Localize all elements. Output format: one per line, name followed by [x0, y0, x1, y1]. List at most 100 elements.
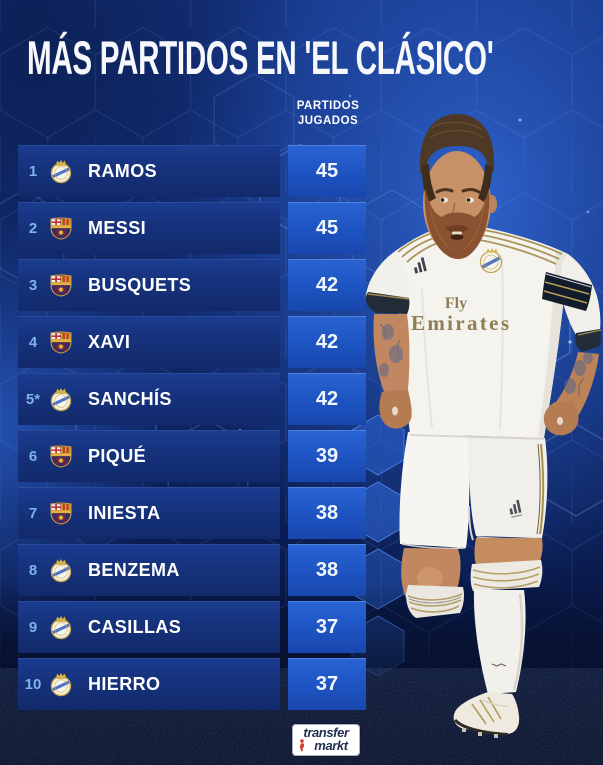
- row-gap: [280, 601, 288, 653]
- transfermarkt-man-icon: [298, 739, 306, 752]
- row-crest: [48, 215, 74, 241]
- row-value-box: 38: [288, 487, 366, 539]
- barcelona-crest-icon: [50, 331, 72, 354]
- page-title: MÁS PARTIDOS EN 'EL CLÁSICO': [27, 31, 494, 84]
- table-row: 10 HIERRO 37: [18, 658, 366, 710]
- table-row: 4 XAVI 42: [18, 316, 366, 368]
- real-madrid-crest-icon: [50, 672, 72, 697]
- row-gap: [280, 487, 288, 539]
- row-bar: 4 XAVI: [18, 316, 280, 368]
- real-madrid-crest-icon: [50, 159, 72, 184]
- column-header-line1: PARTIDOS: [296, 100, 360, 112]
- row-value: 42: [315, 387, 339, 410]
- row-gap: [280, 658, 288, 710]
- row-crest: [48, 557, 74, 583]
- row-rank: 4: [28, 333, 38, 351]
- ranking-rows: 1 RAMOS 45 2 MESSI: [18, 145, 366, 715]
- row-value-box: 39: [288, 430, 366, 482]
- real-madrid-crest-icon: [50, 558, 72, 583]
- row-value: 38: [315, 558, 339, 581]
- row-bar: 2 MESSI: [18, 202, 280, 254]
- row-value: 37: [315, 672, 339, 695]
- real-madrid-crest-icon: [50, 615, 72, 640]
- barcelona-crest-icon: [50, 217, 72, 240]
- column-header: PARTIDOS JUGADOS: [284, 99, 372, 129]
- row-gap: [280, 430, 288, 482]
- table-row: 5* SANCHÍS 42: [18, 373, 366, 425]
- row-gap: [280, 316, 288, 368]
- row-crest: [48, 500, 74, 526]
- row-player: SANCHÍS: [88, 388, 172, 409]
- row-rank: 6: [28, 447, 38, 465]
- row-value-box: 42: [288, 316, 366, 368]
- row-player: HIERRO: [88, 673, 161, 694]
- row-gap: [280, 145, 288, 197]
- barcelona-crest-icon: [50, 502, 72, 525]
- row-rank: 3: [28, 276, 38, 294]
- row-player: MESSI: [88, 217, 147, 238]
- row-bar: 10 HIERRO: [18, 658, 280, 710]
- row-value-box: 37: [288, 601, 366, 653]
- row-rank: 8: [28, 561, 38, 579]
- barcelona-crest-icon: [50, 445, 72, 468]
- row-value-box: 37: [288, 658, 366, 710]
- row-crest: [48, 386, 74, 412]
- row-crest: [48, 272, 74, 298]
- row-bar: 9 CASILLAS: [18, 601, 280, 653]
- row-bar: 6 PIQUÉ: [18, 430, 280, 482]
- barcelona-crest-icon: [50, 274, 72, 297]
- row-rank: 9: [28, 618, 38, 636]
- row-gap: [280, 202, 288, 254]
- row-rank: 1: [28, 162, 38, 180]
- row-gap: [280, 544, 288, 596]
- table-row: 8 BENZEMA 38: [18, 544, 366, 596]
- row-value-box: 38: [288, 544, 366, 596]
- table-row: 3 BUSQUETS 42: [18, 259, 366, 311]
- row-player: RAMOS: [88, 160, 157, 181]
- row-player: PIQUÉ: [88, 445, 147, 466]
- row-crest: [48, 671, 74, 697]
- row-value: 42: [315, 330, 339, 353]
- row-value: 38: [315, 501, 339, 524]
- transfermarkt-word-top: transfer: [303, 725, 349, 740]
- transfermarkt-logo: transfer markt: [292, 724, 360, 756]
- table-row: 2 MESSI 45: [18, 202, 366, 254]
- row-bar: 3 BUSQUETS: [18, 259, 280, 311]
- row-player: BUSQUETS: [88, 274, 192, 295]
- row-value-box: 42: [288, 259, 366, 311]
- row-value: 45: [315, 159, 339, 182]
- row-crest: [48, 443, 74, 469]
- row-value: 45: [315, 216, 339, 239]
- table-row: 7 INIESTA 38: [18, 487, 366, 539]
- row-value: 37: [315, 615, 339, 638]
- row-rank: 5*: [25, 390, 41, 408]
- row-bar: 5* SANCHÍS: [18, 373, 280, 425]
- row-bar: 8 BENZEMA: [18, 544, 280, 596]
- row-value-box: 45: [288, 202, 366, 254]
- row-value: 39: [315, 444, 339, 467]
- row-rank: 7: [28, 504, 38, 522]
- row-crest: [48, 158, 74, 184]
- row-gap: [280, 373, 288, 425]
- row-value: 42: [315, 273, 339, 296]
- row-bar: 7 INIESTA: [18, 487, 280, 539]
- row-crest: [48, 614, 74, 640]
- transfermarkt-word-bottom: markt: [314, 738, 348, 753]
- table-row: 1 RAMOS 45: [18, 145, 366, 197]
- row-crest: [48, 329, 74, 355]
- row-bar: 1 RAMOS: [18, 145, 280, 197]
- table-row: 9 CASILLAS 37: [18, 601, 366, 653]
- real-madrid-crest-icon: [50, 387, 72, 412]
- table-row: 6 PIQUÉ 39: [18, 430, 366, 482]
- column-header-line2: JUGADOS: [297, 115, 359, 127]
- row-player: XAVI: [88, 331, 131, 352]
- row-value-box: 45: [288, 145, 366, 197]
- row-value-box: 42: [288, 373, 366, 425]
- row-player: CASILLAS: [88, 616, 182, 637]
- row-player: BENZEMA: [88, 559, 180, 580]
- row-rank: 10: [24, 675, 42, 693]
- row-gap: [280, 259, 288, 311]
- row-rank: 2: [28, 219, 38, 237]
- row-player: INIESTA: [88, 502, 161, 523]
